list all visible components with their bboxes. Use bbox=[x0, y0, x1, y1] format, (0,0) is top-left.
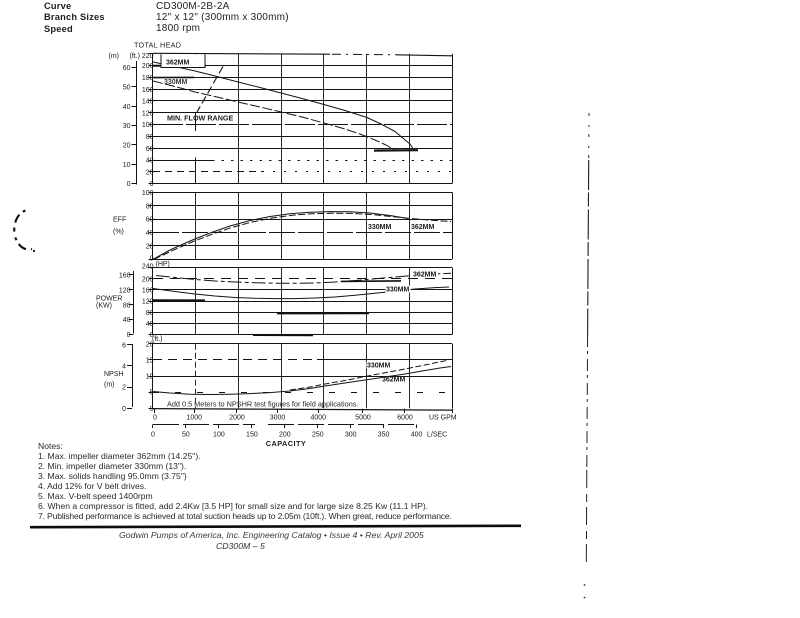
svg-text:(HP): (HP) bbox=[156, 261, 170, 268]
svg-text:80: 80 bbox=[146, 310, 154, 317]
svg-text:10: 10 bbox=[123, 162, 131, 169]
svg-text:362MM: 362MM bbox=[382, 377, 406, 384]
svg-text:15: 15 bbox=[146, 358, 154, 365]
svg-text:120: 120 bbox=[142, 110, 154, 117]
svg-text:362MM: 362MM bbox=[413, 272, 437, 279]
svg-text:60: 60 bbox=[146, 146, 154, 153]
svg-text:200: 200 bbox=[279, 432, 291, 439]
svg-text:1000: 1000 bbox=[187, 415, 203, 422]
svg-text:200: 200 bbox=[142, 276, 154, 283]
svg-text:MIN. FLOW RANGE: MIN. FLOW RANGE bbox=[167, 114, 233, 123]
svg-text:100: 100 bbox=[142, 190, 154, 197]
svg-text:(ft.): (ft.) bbox=[130, 53, 141, 60]
svg-text:20: 20 bbox=[146, 169, 154, 176]
svg-text:2: 2 bbox=[122, 385, 126, 392]
svg-text:10: 10 bbox=[146, 374, 154, 381]
svg-text:80: 80 bbox=[123, 302, 131, 309]
svg-text:60: 60 bbox=[123, 65, 131, 72]
svg-text:5000: 5000 bbox=[355, 415, 371, 422]
svg-text:0: 0 bbox=[150, 406, 154, 413]
svg-text:0: 0 bbox=[127, 332, 131, 339]
svg-text:362MM: 362MM bbox=[411, 224, 435, 231]
svg-text:NPSH: NPSH bbox=[104, 371, 123, 378]
svg-text:0: 0 bbox=[151, 432, 155, 439]
svg-text:0: 0 bbox=[122, 406, 126, 413]
svg-text:0: 0 bbox=[150, 332, 154, 339]
svg-text:TOTAL HEAD: TOTAL HEAD bbox=[134, 41, 181, 50]
svg-text:160: 160 bbox=[142, 87, 154, 94]
svg-text:3000: 3000 bbox=[270, 415, 286, 422]
svg-text:40: 40 bbox=[146, 230, 154, 237]
svg-text:180: 180 bbox=[142, 75, 154, 82]
svg-text:(%): (%) bbox=[113, 229, 124, 236]
svg-text:POWER: POWER bbox=[96, 296, 122, 303]
svg-text:30: 30 bbox=[123, 123, 131, 130]
svg-text:Add 0.5 Meters to NPSHR test f: Add 0.5 Meters to NPSHR test figures for… bbox=[167, 399, 358, 408]
svg-text:50: 50 bbox=[123, 84, 131, 91]
svg-text:0: 0 bbox=[127, 181, 131, 188]
svg-text:330MM: 330MM bbox=[368, 224, 392, 231]
svg-text:220: 220 bbox=[142, 53, 154, 60]
svg-text:160: 160 bbox=[119, 272, 131, 279]
svg-text:(m): (m) bbox=[104, 382, 115, 389]
svg-text:80: 80 bbox=[146, 134, 154, 141]
svg-text:US GPM: US GPM bbox=[429, 415, 457, 422]
svg-text:330MM: 330MM bbox=[164, 79, 188, 86]
svg-text:60: 60 bbox=[146, 217, 154, 224]
svg-text:6: 6 bbox=[122, 342, 126, 349]
svg-text:120: 120 bbox=[119, 287, 131, 294]
svg-text:40: 40 bbox=[123, 104, 131, 111]
svg-text:50: 50 bbox=[182, 432, 190, 439]
svg-text:330MM: 330MM bbox=[386, 287, 410, 294]
svg-text:200: 200 bbox=[142, 63, 154, 70]
svg-text:(ft.): (ft.) bbox=[152, 336, 163, 343]
svg-text:40: 40 bbox=[123, 317, 131, 324]
svg-text:0: 0 bbox=[150, 181, 154, 188]
svg-text:5: 5 bbox=[150, 390, 154, 397]
svg-text:240: 240 bbox=[142, 264, 154, 271]
svg-text:20: 20 bbox=[123, 143, 131, 150]
svg-text:100: 100 bbox=[142, 122, 154, 129]
svg-text:20: 20 bbox=[146, 244, 154, 251]
svg-text:362MM: 362MM bbox=[166, 59, 190, 66]
svg-text:40: 40 bbox=[146, 158, 154, 165]
svg-text:140: 140 bbox=[142, 99, 154, 106]
svg-text:4000: 4000 bbox=[311, 415, 327, 422]
svg-text:40: 40 bbox=[146, 321, 154, 328]
svg-text:160: 160 bbox=[142, 288, 154, 295]
svg-text:L/SEC: L/SEC bbox=[427, 432, 447, 439]
svg-text:6000: 6000 bbox=[397, 415, 413, 422]
svg-text:120: 120 bbox=[142, 299, 154, 306]
svg-text:300: 300 bbox=[345, 432, 357, 439]
svg-text:CAPACITY: CAPACITY bbox=[266, 439, 306, 448]
svg-text:350: 350 bbox=[378, 432, 390, 439]
svg-text:(m): (m) bbox=[109, 53, 120, 60]
svg-text:250: 250 bbox=[312, 432, 324, 439]
svg-text:EFF: EFF bbox=[113, 217, 126, 224]
svg-text:330MM: 330MM bbox=[367, 363, 391, 370]
svg-text:0: 0 bbox=[153, 415, 157, 422]
svg-text:(KW): (KW) bbox=[96, 302, 112, 309]
svg-text:4: 4 bbox=[122, 364, 126, 371]
svg-text:100: 100 bbox=[213, 432, 225, 439]
svg-text:2000: 2000 bbox=[229, 415, 245, 422]
svg-text:80: 80 bbox=[146, 203, 154, 210]
svg-text:150: 150 bbox=[246, 432, 258, 439]
svg-text:400: 400 bbox=[411, 432, 423, 439]
svg-text:20: 20 bbox=[146, 341, 154, 348]
